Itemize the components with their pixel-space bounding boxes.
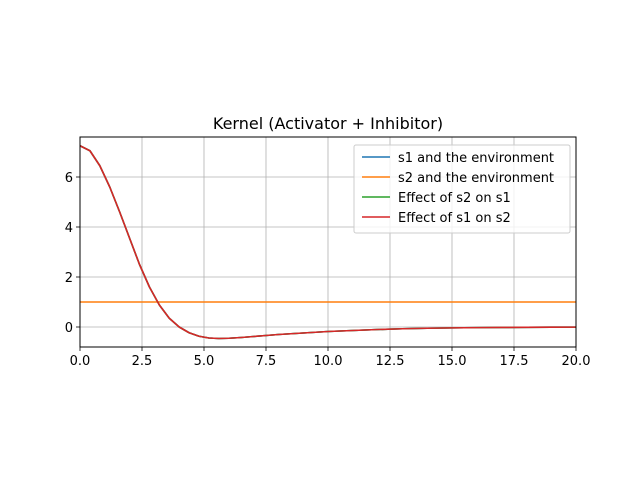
x-tick-label: 17.5 [500,354,529,369]
y-tick-label: 6 [65,171,73,186]
x-tick-label: 0.0 [70,354,91,369]
y-tick-label: 2 [65,271,73,286]
x-tick-label: 2.5 [132,354,153,369]
series-line-4 [79,145,577,340]
x-tick-label: 12.5 [376,354,405,369]
x-tick-label: 7.5 [256,354,277,369]
x-tick-label: 20.0 [562,354,591,369]
y-tick-label: 0 [65,321,73,336]
legend-entry-label: Effect of s1 on s2 [398,211,511,226]
y-tick-label: 4 [65,221,73,236]
legend-box [353,144,571,234]
x-tick-label: 15.0 [438,354,467,369]
axis-ticks: 0.0 2.5 5.0 7.5 10.0 12.5 15.0 17.5 20.0 0 2 4 6 [65,171,591,369]
legend-entry-label: s1 and the environment [398,151,554,166]
x-tick-label: 10.0 [314,354,343,369]
legend-entry-label: s2 and the environment [398,171,554,186]
legend-entry-label: Effect of s2 on s1 [398,191,511,206]
chart-title: Kernel (Activator + Inhibitor) [213,114,443,133]
series-lines [79,145,577,340]
legend[interactable]: s1 and the environment s2 and the environ… [353,144,571,234]
x-tick-label: 5.0 [194,354,215,369]
